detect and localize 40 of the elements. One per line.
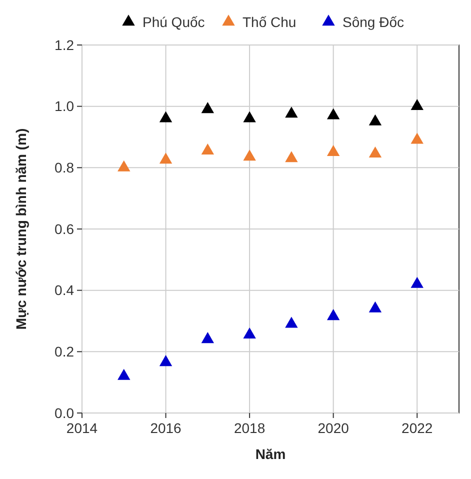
point: [159, 355, 172, 366]
point: [201, 332, 214, 344]
point: [201, 143, 214, 154]
point: [368, 301, 382, 312]
point: [326, 144, 340, 156]
point: [410, 98, 424, 110]
point: [326, 108, 340, 120]
x-axis-title: Năm: [255, 446, 286, 462]
point: [410, 276, 424, 288]
y-tick-label: 0.4: [54, 282, 74, 298]
point: [285, 316, 298, 328]
y-tick-label: 0.0: [54, 404, 74, 421]
point: [159, 111, 172, 122]
point: [159, 152, 172, 164]
y-tick-label: 0.2: [54, 344, 74, 360]
point: [368, 146, 382, 158]
point: [410, 132, 424, 144]
point: [285, 151, 298, 162]
point: [243, 327, 256, 338]
x-tick-label: 2016: [150, 420, 182, 436]
point: [285, 106, 298, 118]
y-tick-label: 0.6: [54, 220, 74, 237]
legend-label: Phú Quốc: [142, 14, 205, 30]
point: [118, 160, 130, 172]
point: [201, 102, 214, 114]
x-tick-label: 2022: [402, 420, 433, 436]
y-tick-label: 1.2: [54, 36, 74, 53]
x-tick-label: 2020: [318, 420, 350, 436]
legend-label: Thố Chu: [242, 14, 296, 30]
point: [118, 368, 130, 380]
x-tick-label: 2014: [66, 420, 98, 436]
y-tick-label: 1.0: [54, 98, 74, 114]
point: [243, 150, 256, 161]
point: [243, 111, 256, 122]
y-tick-label: 0.8: [54, 160, 74, 176]
point: [326, 309, 340, 320]
point: [368, 114, 382, 126]
x-tick-label: 2018: [234, 420, 266, 436]
legend-label: Sông Đốc: [342, 14, 404, 30]
y-axis-title: Mực nước trung bình năm (m): [13, 128, 29, 330]
